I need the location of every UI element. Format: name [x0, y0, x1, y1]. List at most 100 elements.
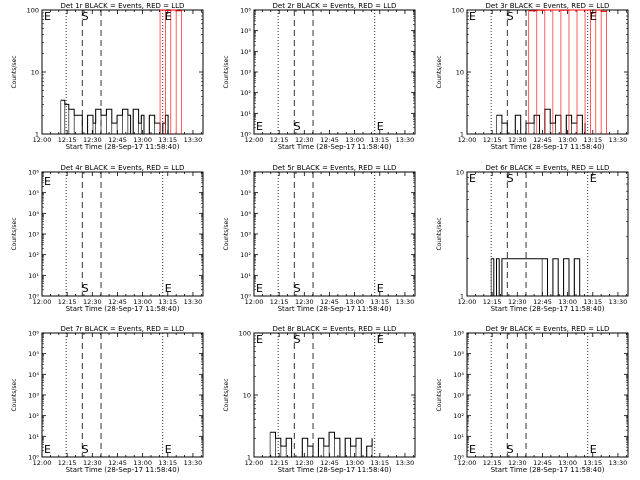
event-end-marker: E — [44, 10, 51, 23]
event-start-marker: S — [294, 333, 301, 346]
chart-panel-5: Det 5r BLACK = Events, RED = LLD 12:00 12:… — [223, 164, 416, 313]
event-end-marker: E — [469, 10, 476, 23]
x-tick-label: 13:00 — [345, 298, 364, 306]
event-start-marker: S — [507, 443, 514, 456]
y-axis-label: Counts/sec — [436, 55, 443, 88]
x-tick-label: 12:15 — [58, 136, 77, 144]
x-tick-label: 13:30 — [396, 298, 415, 306]
x-tick-label: 13:15 — [370, 459, 389, 467]
x-tick-label: 12:30 — [83, 136, 102, 144]
x-tick-label: 13:15 — [158, 298, 177, 306]
x-tick-label: 12:00 — [245, 298, 264, 306]
event-start-marker: S — [82, 10, 89, 23]
y-tick-label: 10 — [31, 69, 39, 77]
chart-title: Det 2r BLACK = Events, RED = LLD — [273, 2, 397, 10]
y-axis-label: Counts/sec — [11, 217, 18, 250]
event-end-marker: E — [44, 443, 51, 456]
x-tick-label: 13:00 — [558, 298, 577, 306]
y-tick-label: 10⁶ — [28, 169, 39, 177]
y-tick-label: 10⁰ — [453, 454, 464, 462]
x-tick-label: 12:00 — [33, 459, 52, 467]
y-tick-label: 10⁰ — [28, 454, 39, 462]
y-tick-label: 10⁶ — [453, 330, 464, 338]
x-axis-label: Start Time (28-Sep-17 11:58:40) — [278, 143, 392, 151]
event-end-marker: E — [590, 172, 597, 185]
chart-title: Det 6r BLACK = Events, RED = LLD — [486, 164, 610, 172]
y-tick-label: 10³ — [453, 392, 464, 400]
y-tick-label: 10⁵ — [240, 27, 251, 35]
chart-panel-2: Det 2r BLACK = Events, RED = LLD 12:00 12:… — [223, 2, 416, 151]
y-tick-label: 10⁴ — [240, 48, 251, 56]
event-start-marker: S — [82, 443, 89, 456]
y-tick-label: 10⁴ — [28, 210, 39, 218]
y-axis-label: Counts/sec — [223, 378, 230, 411]
x-tick-label: 12:15 — [270, 459, 289, 467]
y-tick-label: 10¹ — [453, 433, 464, 441]
x-tick-label: 12:15 — [483, 136, 502, 144]
x-tick-label: 12:00 — [458, 298, 477, 306]
x-tick-label: 13:00 — [345, 136, 364, 144]
chart-panel-7: Det 7r BLACK = Events, RED = LLD 12:00 12:… — [11, 325, 204, 474]
x-tick-label: 13:30 — [609, 136, 628, 144]
y-tick-label: 10 — [456, 69, 464, 77]
chart-title: Det 9r BLACK = Events, RED = LLD — [486, 325, 610, 333]
y-tick-label: 10⁵ — [28, 350, 39, 358]
y-tick-label: 10⁰ — [240, 293, 251, 301]
y-tick-label: 10³ — [28, 231, 39, 239]
y-tick-label: 1 — [460, 293, 464, 301]
y-axis-label: Counts/sec — [436, 217, 443, 250]
y-tick-label: 10 — [456, 169, 464, 177]
y-tick-label: 1 — [35, 131, 39, 139]
x-tick-label: 13:30 — [184, 459, 203, 467]
y-tick-label: 10⁶ — [28, 330, 39, 338]
x-axis-label: Start Time (28-Sep-17 11:58:40) — [278, 305, 392, 313]
x-tick-label: 12:00 — [245, 136, 264, 144]
x-tick-label: 12:00 — [33, 298, 52, 306]
x-tick-label: 13:30 — [396, 459, 415, 467]
y-tick-label: 10⁴ — [240, 210, 251, 218]
event-end-marker: E — [256, 333, 263, 346]
y-tick-label: 10¹ — [28, 272, 39, 280]
chart-panel-8: Det 8r BLACK = Events, RED = LLD 12:00 12:… — [223, 325, 416, 474]
x-tick-label: 12:00 — [458, 459, 477, 467]
x-tick-label: 12:45 — [533, 459, 552, 467]
x-tick-label: 12:15 — [483, 459, 502, 467]
event-end-marker: E — [377, 333, 384, 346]
x-tick-label: 13:30 — [184, 298, 203, 306]
event-start-marker: S — [294, 282, 301, 295]
x-tick-label: 13:00 — [133, 459, 152, 467]
y-tick-label: 10 — [243, 392, 251, 400]
x-tick-label: 12:15 — [58, 459, 77, 467]
x-tick-label: 13:15 — [583, 136, 602, 144]
chart-panel-4: Det 4r BLACK = Events, RED = LLD 12:00 12:… — [11, 164, 204, 313]
x-tick-label: 12:30 — [295, 459, 314, 467]
chart-panel-3: Det 3r BLACK = Events, RED = LLD 12:00 12:… — [436, 2, 629, 151]
x-tick-label: 13:15 — [583, 298, 602, 306]
y-tick-label: 10³ — [240, 69, 251, 77]
y-tick-label: 10² — [453, 412, 464, 420]
y-tick-label: 10¹ — [240, 272, 251, 280]
y-tick-label: 1 — [247, 454, 251, 462]
x-tick-label: 13:15 — [370, 136, 389, 144]
x-tick-label: 12:30 — [508, 459, 527, 467]
x-axis-label: Start Time (28-Sep-17 11:58:40) — [66, 143, 180, 151]
x-tick-label: 12:45 — [108, 459, 127, 467]
chart-title: Det 1r BLACK = Events, RED = LLD — [61, 2, 185, 10]
y-axis-label: Counts/sec — [223, 55, 230, 88]
event-start-marker: S — [294, 120, 301, 133]
x-tick-label: 13:30 — [184, 136, 203, 144]
y-tick-label: 10⁴ — [453, 371, 464, 379]
y-tick-label: 10² — [28, 251, 39, 259]
y-tick-label: 10⁰ — [28, 293, 39, 301]
y-tick-label: 100 — [27, 7, 39, 15]
chart-title: Det 7r BLACK = Events, RED = LLD — [61, 325, 185, 333]
x-tick-label: 13:30 — [396, 136, 415, 144]
y-tick-label: 10² — [28, 412, 39, 420]
y-tick-label: 10² — [240, 251, 251, 259]
event-end-marker: E — [590, 10, 597, 23]
y-tick-label: 10⁶ — [240, 169, 251, 177]
x-axis-label: Start Time (28-Sep-17 11:58:40) — [278, 466, 392, 474]
y-tick-label: 10⁵ — [28, 189, 39, 197]
x-tick-label: 12:00 — [245, 459, 264, 467]
y-tick-label: 10¹ — [240, 110, 251, 118]
